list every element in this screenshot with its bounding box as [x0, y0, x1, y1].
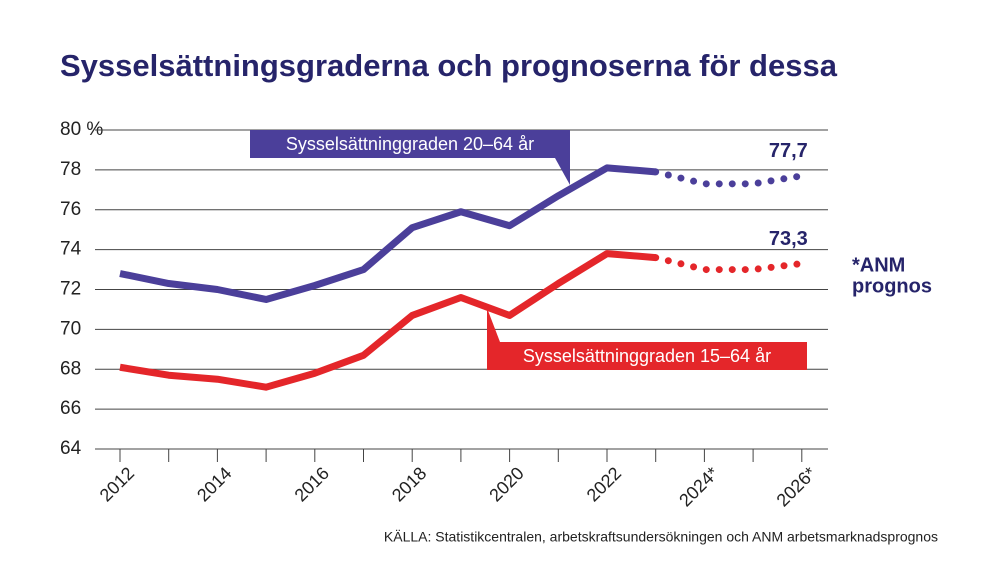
- y-tick-label: 80 %: [60, 119, 103, 140]
- value-label: 73,3: [769, 228, 808, 250]
- x-tick-label: 2014: [193, 463, 235, 505]
- legend-label: Sysselsättninggraden 20–64 år: [286, 134, 534, 154]
- line-actual: [119, 250, 656, 391]
- x-tick-label: 2018: [388, 463, 430, 505]
- y-tick-label: 64: [60, 438, 82, 459]
- annotation: prognos: [852, 275, 932, 297]
- x-tick-label: 2012: [96, 463, 138, 505]
- x-tick-label: 2022: [583, 463, 625, 505]
- y-tick-label: 70: [60, 318, 81, 339]
- line-actual: [119, 164, 656, 303]
- x-tick-label: 2024*: [675, 463, 722, 510]
- x-tick-label: 2026*: [773, 463, 820, 510]
- y-tick-label: 68: [60, 358, 81, 379]
- legend-label: Sysselsättninggraden 15–64 år: [523, 346, 771, 366]
- x-tick-label: 2016: [291, 463, 333, 505]
- value-label: 77,7: [769, 140, 808, 162]
- chart-title: Sysselsättningsgraderna och prognoserna …: [60, 48, 838, 83]
- source: KÄLLA: Statistikcentralen, arbetskraftsu…: [384, 529, 938, 545]
- y-tick-label: 76: [60, 199, 81, 220]
- x-tick-label: 2020: [485, 463, 527, 505]
- line-forecast: [652, 168, 806, 188]
- y-tick-label: 74: [60, 239, 82, 260]
- annotation: *ANM: [852, 254, 905, 276]
- legend-box: [250, 130, 570, 158]
- y-tick-label: 66: [60, 398, 81, 419]
- y-tick-label: 78: [60, 159, 81, 180]
- line-forecast: [652, 254, 806, 274]
- y-tick-label: 72: [60, 279, 81, 300]
- legend-pointer: [555, 158, 570, 185]
- legend-pointer: [487, 308, 500, 342]
- legend-box: [487, 342, 807, 370]
